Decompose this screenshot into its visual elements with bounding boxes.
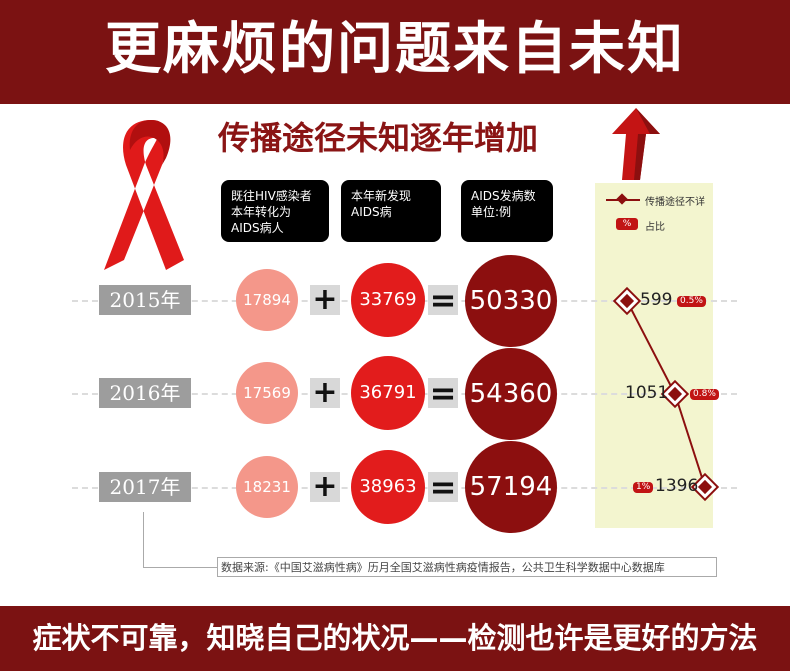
top-banner: 更麻烦的问题来自未知 — [0, 0, 790, 104]
red-ribbon-icon — [104, 120, 184, 270]
legend-line-label: 传播途径不详 — [645, 197, 705, 208]
new-aids-value: 33769 — [351, 263, 425, 337]
source-connector — [143, 567, 217, 568]
prev-hiv-value: 17569 — [236, 362, 298, 424]
trend-panel — [595, 183, 713, 528]
unknown-route-pct: 0.5% — [677, 296, 706, 307]
data-source: 数据来源:《中国艾滋病性病》历月全国艾滋病性病疫情报告，公共卫生科学数据中心数据… — [217, 557, 717, 577]
source-connector — [143, 512, 144, 568]
legend-badge: % — [616, 218, 638, 230]
equals-sign: = — [428, 374, 458, 412]
label-new-aids: 本年新发现AIDS病 — [341, 180, 441, 242]
prev-hiv-value: 18231 — [236, 456, 298, 518]
plus-sign: + — [310, 378, 340, 408]
equals-sign: = — [428, 468, 458, 506]
new-aids-value: 38963 — [351, 450, 425, 524]
total-aids-value: 50330 — [465, 255, 557, 347]
new-aids-value: 36791 — [351, 356, 425, 430]
page-title: 更麻烦的问题来自未知 — [105, 17, 685, 82]
unknown-route-count: 1051 — [625, 383, 669, 403]
trend-point — [612, 286, 642, 316]
unknown-route-pct: 0.8% — [690, 389, 719, 400]
total-aids-value: 57194 — [465, 441, 557, 533]
equals-sign: = — [428, 281, 458, 319]
unknown-route-pct: 1% — [633, 482, 654, 493]
total-aids-value: 54360 — [465, 348, 557, 440]
legend-badge-label: 占比 — [645, 222, 665, 233]
year-label: 2017年 — [99, 472, 191, 502]
subtitle: 传播途径未知逐年增加 — [218, 119, 539, 157]
footer-message: 症状不可靠，知晓自己的状况——检测也许是更好的方法 — [32, 621, 758, 655]
unknown-route-count: 599 — [640, 290, 673, 310]
plus-sign: + — [310, 472, 340, 502]
bottom-banner: 症状不可靠，知晓自己的状况——检测也许是更好的方法 — [0, 606, 790, 671]
prev-hiv-value: 17894 — [236, 269, 298, 331]
up-arrow-icon — [612, 108, 660, 180]
year-label: 2015年 — [99, 285, 191, 315]
trend-point — [660, 379, 690, 409]
trend-point — [690, 472, 720, 502]
label-prev-hiv: 既往HIV感染者本年转化为AIDS病人 — [221, 180, 329, 242]
trend-line — [612, 286, 720, 502]
unknown-route-count: 1396 — [655, 476, 699, 496]
label-total-aids: AIDS发病数单位:例 — [461, 180, 553, 242]
year-label: 2016年 — [99, 378, 191, 408]
plus-sign: + — [310, 285, 340, 315]
